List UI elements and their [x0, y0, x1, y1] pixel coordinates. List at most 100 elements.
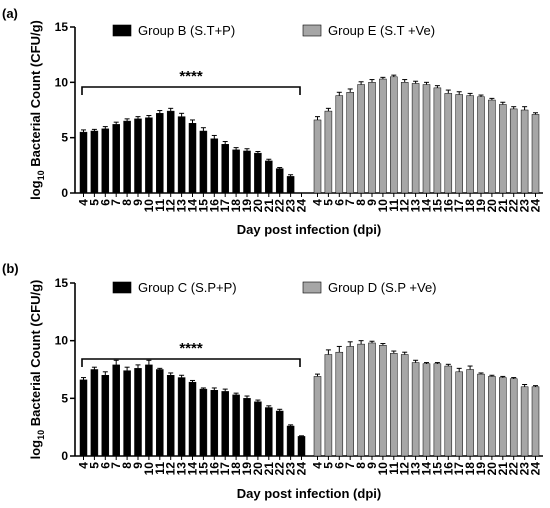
bar — [156, 369, 164, 457]
bar — [335, 351, 344, 457]
x-tick-label: 7 — [343, 199, 357, 206]
bar — [477, 96, 485, 194]
x-tick-label: 20 — [485, 199, 499, 213]
x-tick-label: 24 — [529, 199, 543, 213]
bar — [313, 376, 322, 457]
bar — [444, 365, 453, 457]
bar — [488, 376, 496, 457]
bar — [390, 76, 398, 194]
x-tick-label: 20 — [251, 462, 265, 476]
x-tick-label: 23 — [284, 199, 298, 213]
bar — [221, 391, 229, 457]
legend-swatch — [112, 24, 132, 37]
x-tick-label: 23 — [518, 199, 532, 213]
x-tick-label: 18 — [229, 199, 243, 213]
x-tick-label: 14 — [420, 462, 434, 476]
x-tick-label: 19 — [240, 199, 254, 213]
y-axis-title-log: log — [28, 180, 43, 200]
x-tick-label: 16 — [441, 462, 455, 476]
x-tick-label: 16 — [207, 199, 221, 213]
panel-label: (b) — [2, 261, 19, 276]
x-tick-label: 15 — [430, 462, 444, 476]
bar — [335, 95, 344, 194]
bar — [433, 87, 442, 194]
bar — [368, 82, 376, 194]
x-tick-label: 9 — [365, 199, 379, 206]
bar — [286, 176, 295, 194]
x-tick-label: 4 — [77, 199, 91, 206]
bar — [199, 388, 208, 457]
x-tick-label: 11 — [387, 462, 401, 475]
bar — [243, 150, 251, 194]
x-tick-label: 10 — [376, 199, 390, 213]
bar — [422, 84, 431, 194]
bar — [275, 168, 284, 194]
x-tick-label: 11 — [153, 199, 167, 212]
x-tick-label: 7 — [343, 462, 357, 469]
bar — [123, 370, 131, 457]
x-tick-label: 17 — [218, 462, 232, 476]
x-tick-label: 7 — [109, 199, 123, 206]
bar — [390, 353, 398, 457]
x-tick-label: 23 — [284, 462, 298, 476]
bar — [210, 390, 219, 457]
bar — [368, 342, 376, 457]
bar — [90, 369, 99, 457]
x-tick-label: 5 — [321, 462, 335, 469]
y-axis-title-subscript: 10 — [36, 170, 46, 180]
x-tick-label: 5 — [87, 462, 101, 469]
bar — [221, 144, 229, 194]
bar — [313, 119, 322, 194]
bar — [177, 377, 186, 457]
y-tick-label: 0 — [61, 449, 68, 463]
x-tick-label: 6 — [332, 462, 346, 469]
x-tick-label: 7 — [109, 462, 123, 469]
bar — [357, 84, 365, 194]
x-tick-label: 13 — [175, 462, 189, 476]
x-tick-label: 24 — [295, 462, 309, 476]
significance-bracket — [81, 86, 301, 95]
legend-swatch — [302, 281, 322, 294]
x-tick-label: 17 — [218, 199, 232, 213]
bar — [520, 386, 529, 457]
x-tick-label: 14 — [186, 199, 200, 213]
y-axis-title-log: log — [28, 440, 43, 460]
bar — [188, 123, 197, 194]
y-tick-label: 5 — [61, 131, 68, 145]
x-tick-label: 10 — [142, 462, 156, 476]
bar — [400, 354, 409, 457]
bar — [455, 371, 463, 457]
bar — [232, 149, 240, 194]
bar — [265, 407, 273, 457]
x-axis-title: Day post infection (dpi) — [237, 486, 381, 501]
bar — [444, 93, 453, 194]
x-tick-label: 14 — [186, 462, 200, 476]
x-tick-label: 12 — [164, 462, 178, 476]
bar — [531, 386, 540, 457]
bar — [79, 379, 88, 457]
bar — [112, 124, 120, 194]
x-tick-label: 10 — [376, 462, 390, 476]
bar — [324, 110, 333, 194]
x-tick-label: 6 — [332, 199, 346, 206]
x-tick-label: 19 — [474, 462, 488, 476]
bar — [90, 130, 99, 194]
x-tick-label: 8 — [354, 199, 368, 206]
x-tick-label: 4 — [311, 199, 325, 206]
x-tick-label: 22 — [507, 199, 521, 213]
bar — [199, 130, 208, 194]
y-tick-label: 0 — [61, 186, 68, 200]
bar — [79, 131, 88, 194]
bar — [101, 128, 110, 194]
bar — [134, 118, 142, 194]
bar — [156, 113, 164, 194]
bar — [379, 78, 387, 194]
y-tick-label: 10 — [55, 75, 69, 89]
bar — [101, 375, 110, 457]
x-tick-label: 15 — [430, 199, 444, 213]
x-tick-label: 5 — [87, 199, 101, 206]
bar — [166, 375, 175, 457]
panel-label: (a) — [2, 6, 18, 21]
